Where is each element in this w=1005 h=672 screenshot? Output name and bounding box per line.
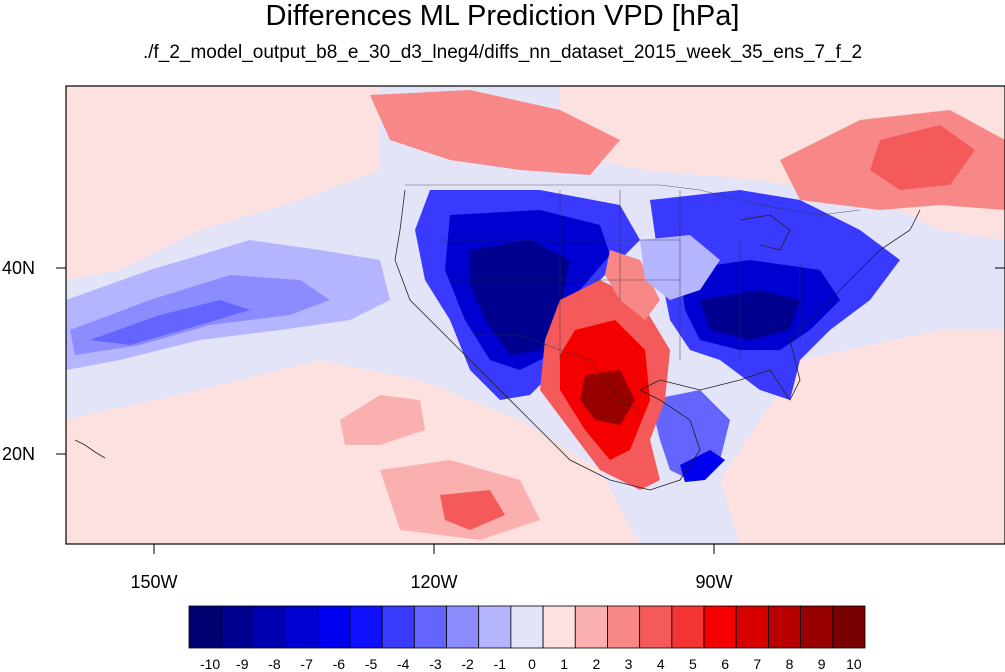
colorbar-swatch (607, 605, 641, 649)
colorbar-label: -9 (236, 656, 249, 672)
field-positive-light-nw (66, 86, 380, 280)
border-grid-a (440, 190, 801, 360)
colorbar-swatch (317, 605, 351, 649)
colorbar-swatch (800, 605, 834, 649)
colorbar-swatch (671, 605, 705, 649)
colorbar-label: 4 (656, 656, 665, 672)
axis-ticks (56, 267, 1005, 554)
colorbar-swatch (768, 605, 802, 649)
colorbar-swatch (188, 605, 222, 649)
political-borders (405, 184, 861, 411)
colorbar-label: 2 (592, 656, 601, 672)
vpd-difference-field (66, 86, 1005, 544)
map-border (65, 85, 1005, 545)
colorbar-swatch (349, 605, 383, 649)
colorbar-label: -3 (429, 656, 442, 672)
colorbar-label: 6 (721, 656, 730, 672)
colorbar-label: -4 (397, 656, 410, 672)
lon-label-120w: 120W (410, 572, 458, 592)
colorbar-label: -5 (364, 656, 378, 672)
colorbar-swatch (542, 605, 576, 649)
colorbar-swatch (220, 605, 254, 649)
colorbar-label: 1 (560, 656, 569, 672)
field-positive-mexico-core (580, 370, 635, 425)
colorbar-swatch (446, 605, 480, 649)
coastline-great-lakes (739, 214, 791, 251)
colorbar-swatch (735, 605, 769, 649)
field-negative-us-east-core (700, 290, 800, 340)
field-positive-canada-east-core (870, 125, 975, 190)
colorbar-label: -2 (461, 656, 474, 672)
colorbar-label: -10 (199, 656, 221, 672)
colorbar-label: 8 (785, 656, 794, 672)
colorbar-swatch (510, 605, 544, 649)
colorbar-swatch (381, 605, 415, 649)
field-negative-us-west-core (470, 240, 570, 355)
colorbar-label: -1 (493, 656, 507, 672)
lon-label-150w: 150W (130, 572, 178, 592)
colorbar-swatch (285, 605, 319, 649)
colorbar-swatch (639, 605, 673, 649)
colorbar-swatch (252, 605, 286, 649)
border-us-mexico (470, 334, 641, 411)
lat-label-20n: 20N (2, 444, 36, 464)
colorbar-swatch (703, 605, 737, 649)
field-negative-pacific-tongue-core (90, 300, 250, 345)
colorbar-swatch (574, 605, 608, 649)
field-positive-pacific-mid (340, 395, 425, 445)
field-positive-plains-strip (605, 250, 660, 320)
plot-subtitle: ./f_2_model_output_b8_e_30_d3_lneg4/diff… (142, 42, 863, 63)
lat-label-40n: 40N (2, 258, 36, 278)
lon-label-90w: 90W (695, 572, 733, 592)
colorbar-label: -7 (300, 656, 313, 672)
colorbar-swatch (832, 605, 866, 649)
colorbar-label: 7 (753, 656, 762, 672)
colorbar-swatch (478, 605, 512, 649)
colorbar (188, 605, 866, 649)
colorbar-label: 5 (689, 656, 697, 672)
colorbar-label: -6 (332, 656, 346, 672)
colorbar-label: -8 (268, 656, 281, 672)
field-positive-pacific-south-core (440, 490, 505, 530)
coastline-hawaii (74, 439, 106, 459)
field-negative-yucatan (680, 450, 725, 482)
field-positive-canada-west (370, 90, 620, 175)
colorbar-label: 3 (624, 656, 633, 672)
plot-title: Differences ML Prediction VPD [hPa] (265, 0, 740, 32)
colorbar-swatch (413, 605, 447, 649)
colorbar-label: 9 (817, 656, 826, 672)
colorbar-label: 0 (528, 656, 536, 672)
colorbar-label: 10 (846, 656, 862, 672)
border-us-canada (405, 184, 861, 216)
